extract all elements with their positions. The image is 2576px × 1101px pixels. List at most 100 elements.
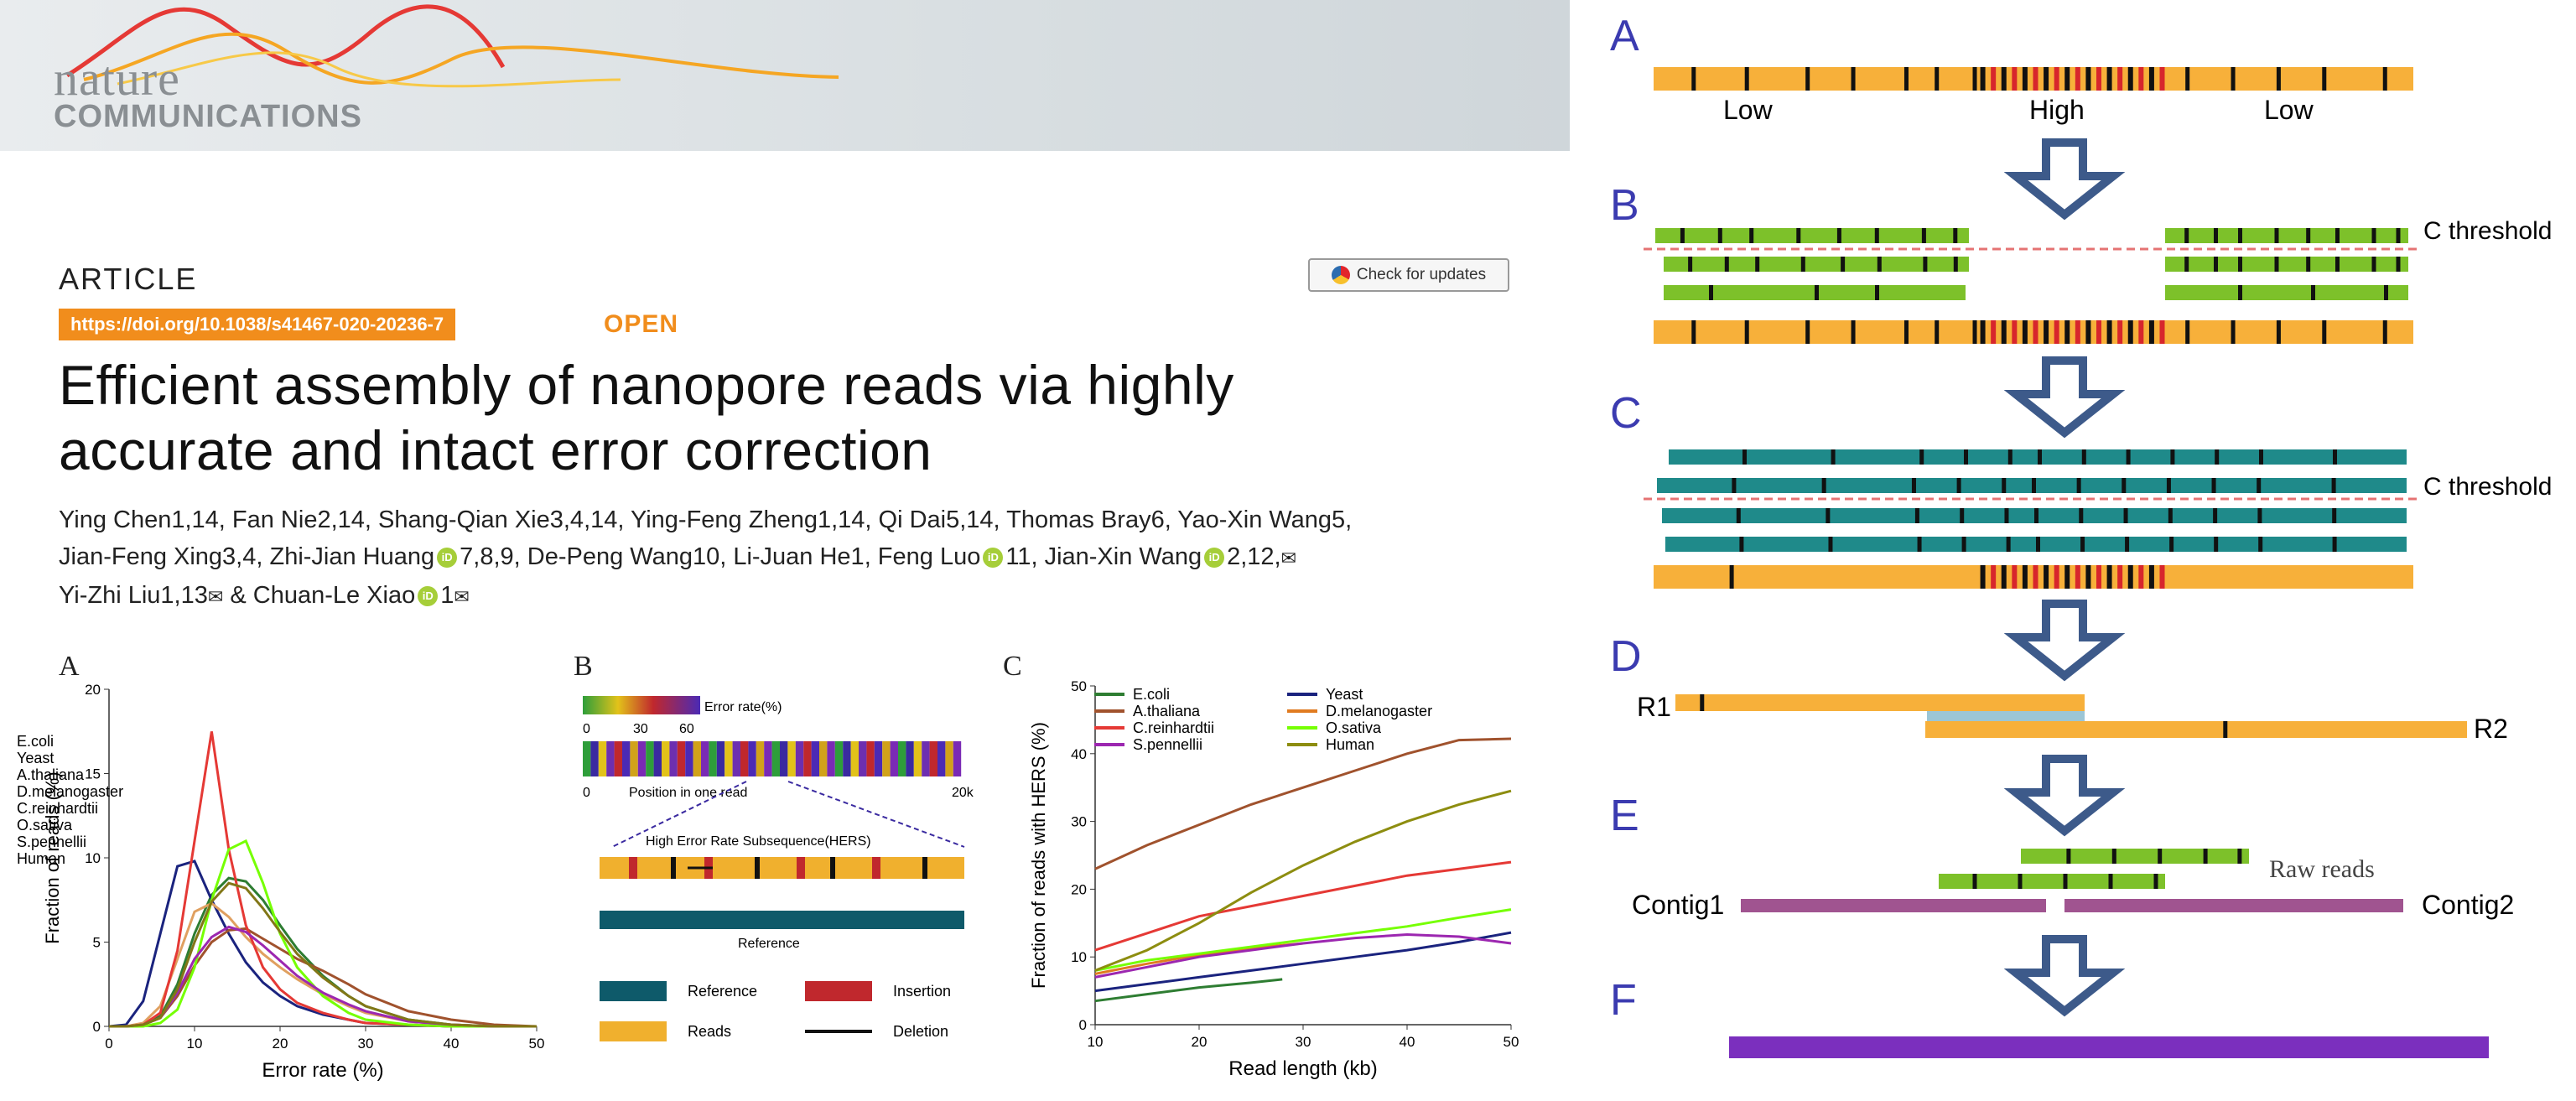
error-mark bbox=[1717, 228, 1722, 243]
high-error-mark bbox=[2117, 320, 2123, 344]
hers-read-body bbox=[600, 857, 964, 879]
hers-error-mark bbox=[872, 857, 880, 879]
error-mark bbox=[1729, 565, 1734, 589]
doi-link[interactable]: https://doi.org/10.1038/s41467-020-20236… bbox=[59, 309, 456, 340]
x-tick-label: 50 bbox=[1504, 1034, 1519, 1050]
envelope-icon[interactable]: ✉ bbox=[207, 586, 224, 607]
contig1-bar bbox=[1741, 899, 2046, 912]
high-error-mark bbox=[2064, 67, 2070, 91]
error-mark bbox=[1935, 67, 1940, 91]
high-error-mark bbox=[2085, 320, 2091, 344]
x-tick-label: 10 bbox=[1088, 1034, 1104, 1050]
panel-b-letter: B bbox=[574, 651, 593, 682]
error-mark bbox=[2036, 537, 2040, 552]
error-mark bbox=[2238, 257, 2242, 272]
envelope-icon[interactable]: ✉ bbox=[454, 586, 470, 607]
orcid-icon[interactable]: iD bbox=[1204, 548, 1225, 569]
zoom-lines bbox=[611, 781, 965, 848]
series-line-human bbox=[1094, 789, 1512, 972]
read-stripe bbox=[653, 741, 662, 776]
read-stripe bbox=[764, 741, 772, 776]
high-error-mark bbox=[2064, 565, 2070, 589]
error-mark bbox=[2153, 874, 2158, 889]
error-mark bbox=[2231, 67, 2236, 91]
error-mark bbox=[1972, 874, 1977, 889]
high-error-mark bbox=[2127, 565, 2133, 589]
legend-label: O.sativa bbox=[1326, 719, 1382, 736]
high-error-mark bbox=[2096, 565, 2101, 589]
y-tick-label: 20 bbox=[1071, 881, 1087, 897]
high-error-mark bbox=[2159, 565, 2165, 589]
read-r1 bbox=[1675, 694, 2085, 711]
authors-line-1: Ying Chen1,14, Fan Nie2,14, Shang-Qian X… bbox=[59, 506, 1353, 533]
orcid-icon[interactable]: iD bbox=[437, 548, 458, 569]
error-mark bbox=[1805, 67, 1810, 91]
x-tick-label: 30 bbox=[1296, 1034, 1311, 1050]
legend-label: E.coli bbox=[17, 733, 54, 750]
arrow-down-icon bbox=[2003, 755, 2126, 837]
series-line-dmelanogaster bbox=[1094, 942, 1304, 975]
error-mark bbox=[1914, 508, 1919, 523]
x-tick-label: 40 bbox=[444, 1036, 460, 1052]
c-threshold-label-b: C threshold bbox=[2423, 217, 2552, 245]
error-mark bbox=[1691, 320, 1696, 344]
error-mark bbox=[1736, 508, 1741, 523]
high-error-mark bbox=[2054, 67, 2059, 91]
envelope-icon[interactable]: ✉ bbox=[1280, 548, 1297, 569]
error-mark bbox=[1877, 257, 1882, 272]
error-mark bbox=[1742, 449, 1747, 465]
error-mark bbox=[2111, 849, 2116, 864]
high-error-mark bbox=[2106, 67, 2112, 91]
high-error-mark bbox=[2159, 320, 2165, 344]
low-label-right: Low bbox=[2264, 95, 2314, 125]
article-title: Efficient assembly of nanopore reads via… bbox=[59, 352, 1535, 483]
arrow-down-icon bbox=[2003, 138, 2126, 221]
error-mark bbox=[2213, 508, 2218, 523]
error-mark bbox=[1836, 228, 1841, 243]
read-stripe bbox=[724, 741, 733, 776]
high-error-mark bbox=[2012, 320, 2018, 344]
author-text: & Chuan-Le Xiao bbox=[223, 582, 416, 609]
step-letter-f: F bbox=[1610, 976, 1637, 1025]
read-stripe bbox=[677, 741, 686, 776]
article-type-label: ARTICLE bbox=[59, 262, 198, 296]
check-updates-label: Check for updates bbox=[1356, 266, 1487, 283]
high-error-mark bbox=[2138, 67, 2144, 91]
panel-c-letter: C bbox=[1003, 651, 1022, 682]
orcid-icon[interactable]: iD bbox=[418, 586, 439, 607]
high-error-mark bbox=[2022, 320, 2028, 344]
support-read-green bbox=[1655, 228, 1969, 243]
check-updates-button[interactable]: Check for updates bbox=[1308, 258, 1509, 292]
error-mark bbox=[1805, 320, 1810, 344]
read-stripe bbox=[906, 741, 914, 776]
error-mark bbox=[1744, 67, 1749, 91]
high-error-mark bbox=[2001, 565, 2007, 589]
legend-swatch-reads bbox=[600, 1021, 667, 1041]
error-mark bbox=[2274, 257, 2279, 272]
high-label: High bbox=[2029, 95, 2085, 125]
read-axis-label: Position in one read bbox=[629, 786, 747, 800]
high-error-mark bbox=[2127, 67, 2133, 91]
high-error-mark bbox=[2001, 320, 2007, 344]
colorbar-tick: 60 bbox=[679, 722, 694, 736]
error-mark bbox=[2108, 874, 2113, 889]
legend-label: D.melanogaster bbox=[1326, 703, 1432, 719]
high-error-mark bbox=[2096, 320, 2101, 344]
high-error-mark bbox=[2117, 67, 2123, 91]
read-stripe bbox=[693, 741, 701, 776]
x-axis-label: Error rate (%) bbox=[262, 1059, 383, 1082]
raw-read-green bbox=[2021, 849, 2249, 864]
error-mark bbox=[2335, 257, 2340, 272]
x-tick-label: 20 bbox=[273, 1036, 288, 1052]
error-mark bbox=[1935, 320, 1940, 344]
arrow-down-icon bbox=[2003, 935, 2126, 1017]
orcid-icon[interactable]: iD bbox=[983, 548, 1004, 569]
error-mark bbox=[2123, 508, 2128, 523]
hers-error-mark bbox=[830, 857, 835, 879]
high-error-mark bbox=[2148, 320, 2154, 344]
error-mark bbox=[1972, 320, 1977, 344]
error-mark bbox=[2203, 849, 2208, 864]
read-stripe bbox=[834, 741, 844, 776]
series-line-creinhardtii bbox=[1094, 860, 1512, 952]
